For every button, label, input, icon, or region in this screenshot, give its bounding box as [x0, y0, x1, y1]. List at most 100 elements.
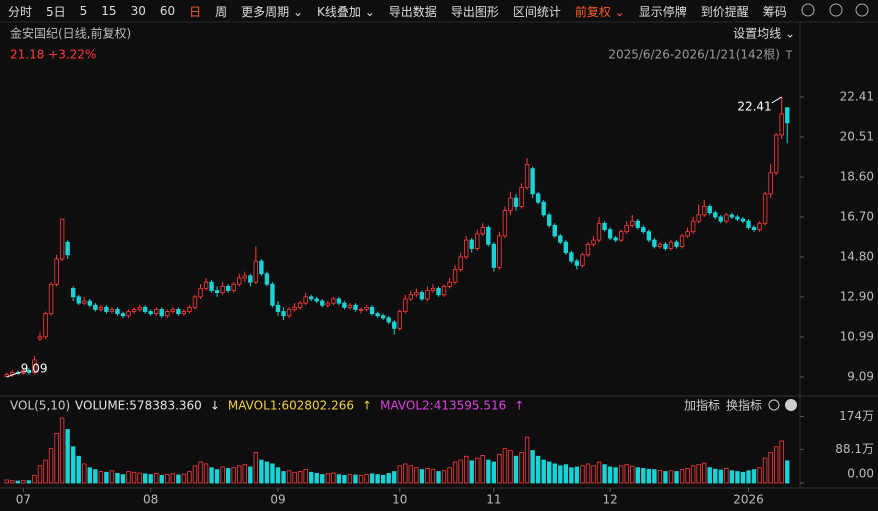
close-icon[interactable]: [855, 3, 869, 17]
volume-bar: [735, 471, 740, 484]
candle-body: [380, 315, 386, 319]
candle-body: [21, 370, 26, 374]
toolbar-item[interactable]: 5日: [46, 4, 66, 19]
toolbar-item[interactable]: 日: [189, 4, 202, 19]
toolbar-item[interactable]: 显示停牌: [638, 4, 687, 19]
gear-icon[interactable]: [768, 399, 780, 411]
y-tick-label: 16.70: [840, 209, 874, 223]
volume-bar: [10, 480, 15, 484]
candle-body: [735, 216, 740, 220]
volume-bar: [414, 467, 419, 484]
volume-bar: [679, 469, 685, 484]
candle-body: [275, 304, 281, 312]
volume-bar: [607, 466, 613, 484]
close-icon[interactable]: [785, 399, 797, 411]
candle-body: [82, 300, 87, 304]
indicator-button[interactable]: 加指标: [684, 398, 720, 413]
volume-bar: [314, 473, 319, 484]
candle-body: [547, 214, 552, 226]
candle-body: [569, 252, 574, 262]
volume-bar: [220, 466, 225, 484]
candle-body: [552, 224, 557, 237]
toolbar-item[interactable]: 前复权 ⌄: [574, 4, 625, 19]
volume-bar: [441, 470, 447, 484]
max-annotation: 22.41: [737, 100, 771, 114]
candle-body: [297, 302, 303, 308]
ma-setting[interactable]: 设置均线 ⌄: [733, 27, 795, 41]
volume-bar: [458, 459, 463, 484]
toolbar-item[interactable]: K线叠加 ⌄: [317, 4, 375, 19]
candle-body: [513, 197, 519, 207]
candle-body: [98, 306, 104, 310]
candle-body: [220, 285, 225, 294]
volume-bar: [740, 471, 746, 484]
toolbar-item[interactable]: 导出图形: [450, 4, 499, 19]
vol-legend: VOLUME:578383.360: [75, 399, 202, 413]
candle-body: [486, 227, 491, 245]
volume-bar: [563, 464, 569, 484]
candle-body: [309, 296, 314, 300]
volume-bar: [729, 470, 735, 484]
volume-bar: [120, 474, 126, 484]
volume-bar: [165, 474, 170, 484]
candle-body: [170, 309, 176, 312]
toolbar-item[interactable]: 导出数据: [388, 4, 437, 19]
toolbar-item[interactable]: 更多周期 ⌄: [241, 4, 304, 19]
volume-bar: [535, 455, 541, 484]
volume-bar: [596, 461, 602, 484]
price-change: 21.18 +3.22%: [10, 48, 96, 62]
candle-body: [607, 229, 613, 239]
toolbar-item[interactable]: 5: [79, 4, 88, 18]
volume-bar: [541, 459, 546, 484]
volume-bar: [696, 464, 701, 484]
volume-bar: [275, 467, 281, 484]
toolbar-item[interactable]: 区间统计: [512, 4, 561, 19]
pin-icon[interactable]: [786, 50, 792, 59]
candle-body: [563, 241, 569, 254]
volume-bar: [674, 471, 679, 484]
toolbar-item[interactable]: 30: [130, 4, 146, 18]
toolbar-item[interactable]: 周: [215, 4, 228, 19]
y-tick-label: 18.60: [840, 170, 874, 184]
nav-icon[interactable]: [829, 3, 843, 17]
toolbar-item[interactable]: 筹码: [762, 4, 787, 19]
volume-bar: [342, 474, 347, 484]
volume-bar: [635, 467, 640, 484]
vol-legend: ↑: [514, 399, 524, 413]
volume-bar: [591, 465, 596, 484]
volume-bar: [641, 468, 646, 484]
candle-body: [336, 298, 342, 304]
vol-tick-label: 174万: [839, 409, 874, 423]
candle-body: [524, 164, 530, 188]
x-tick-label: 11: [486, 493, 501, 507]
toolbar-item[interactable]: 15: [101, 4, 117, 18]
volume-bar: [430, 468, 436, 484]
candle-body: [148, 311, 153, 315]
annotation-arrow: [6, 371, 21, 378]
volume-bar: [746, 470, 751, 484]
candle-body: [292, 306, 297, 310]
volume-bar: [93, 469, 98, 484]
candle-body: [214, 290, 220, 294]
toolbar-item[interactable]: 分时: [8, 4, 33, 19]
volume-bar: [137, 472, 142, 484]
toolbar-item[interactable]: 到价提醒: [700, 4, 749, 19]
candle-body: [286, 309, 292, 317]
volume-bar: [502, 448, 508, 484]
candle-body: [502, 210, 508, 237]
date-range: 2025/6/26-2026/1/21(142根): [608, 48, 780, 62]
candle-body: [126, 311, 131, 317]
indicator-button[interactable]: 换指标: [726, 398, 762, 413]
candle-body: [679, 235, 685, 247]
candle-body: [369, 306, 375, 315]
volume-bar: [26, 480, 32, 484]
candle-body: [430, 288, 436, 291]
candle-body: [624, 224, 629, 233]
volume-bar: [131, 471, 137, 484]
candle-body: [342, 302, 347, 308]
volume-bar: [558, 465, 563, 484]
toolbar-item[interactable]: 60: [159, 4, 176, 18]
min-icon[interactable]: [801, 3, 815, 17]
volume-bar: [380, 474, 386, 484]
volume-bar: [21, 479, 26, 484]
